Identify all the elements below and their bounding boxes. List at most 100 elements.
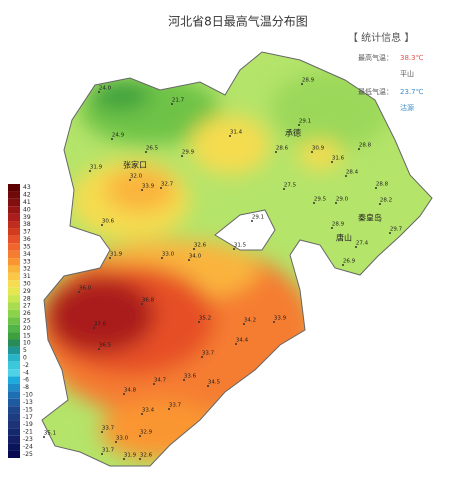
legend-swatch — [8, 235, 20, 244]
station-dot — [109, 257, 111, 259]
station-value: 28.6 — [276, 146, 289, 152]
station-dot — [198, 321, 200, 323]
legend-label: -21 — [23, 429, 33, 436]
legend-swatch — [8, 272, 20, 281]
legend-label: -10 — [23, 392, 33, 399]
legend-label: 20 — [23, 325, 31, 332]
legend-label: 5 — [23, 347, 27, 354]
station-dot — [207, 385, 209, 387]
station-value: 35.2 — [199, 316, 211, 322]
stats-station: 沽源 — [400, 103, 414, 112]
station-dot — [342, 264, 344, 266]
legend-swatch — [8, 346, 20, 355]
legend-label: -13 — [23, 399, 33, 406]
legend-swatch — [8, 450, 20, 458]
station-dot — [331, 227, 333, 229]
legend-swatch — [8, 302, 20, 310]
station-value: 33.7 — [169, 403, 182, 409]
legend-label: 41 — [23, 199, 31, 206]
stats-station: 平山 — [400, 69, 414, 78]
station-dot — [335, 202, 337, 204]
legend-swatch — [8, 420, 20, 429]
station-value: 33.0 — [162, 252, 175, 258]
legend-label: 40 — [23, 206, 31, 213]
legend-label: 28 — [23, 295, 31, 302]
station-dot — [379, 203, 381, 205]
station-value: 34.8 — [124, 388, 137, 394]
legend-label: 26 — [23, 310, 31, 317]
stats-label: 最低气温： — [358, 87, 393, 96]
station-value: 35.1 — [44, 431, 56, 437]
legend-label: 31 — [23, 273, 31, 280]
stats-label: 最高气温： — [358, 53, 393, 62]
station-value: 29.9 — [182, 150, 195, 156]
station-value: 28.8 — [359, 143, 372, 149]
station-dot — [183, 379, 185, 381]
station-dot — [43, 436, 45, 438]
legend-swatch — [8, 184, 20, 192]
station-value: 29.1 — [299, 119, 311, 125]
station-dot — [311, 151, 313, 153]
legend-label: -25 — [23, 451, 33, 458]
beijing-tianjin-gap — [214, 209, 276, 251]
station-value: 31.5 — [234, 243, 247, 249]
legend-swatch — [8, 228, 20, 236]
legend-label: 27 — [23, 303, 31, 310]
station-value: 24.9 — [112, 133, 125, 139]
station-dot — [313, 202, 315, 204]
station-value: 27.4 — [356, 241, 369, 247]
station-value: 24.0 — [99, 86, 112, 92]
station-dot — [101, 453, 103, 455]
legend-label: 37 — [23, 229, 31, 236]
station-value: 21.7 — [172, 98, 185, 104]
station-dot — [298, 124, 300, 126]
legend-label: -15 — [23, 406, 33, 413]
legend-label: 35 — [23, 243, 31, 250]
station-dot — [375, 187, 377, 189]
station-dot — [389, 232, 391, 234]
station-dot — [101, 224, 103, 226]
station-value: 29.5 — [314, 197, 327, 203]
legend-swatch — [8, 428, 20, 436]
legend-swatch — [8, 221, 20, 229]
station-value: 31.6 — [332, 156, 345, 162]
station-value: 33.7 — [202, 351, 215, 357]
legend-swatch — [8, 391, 20, 399]
station-value: 28.4 — [346, 170, 359, 176]
station-value: 32.6 — [194, 243, 207, 249]
legend-label: -17 — [23, 414, 33, 421]
station-value: 36.0 — [79, 286, 92, 292]
city-name: 唐山 — [336, 233, 352, 243]
station-value: 29.7 — [390, 227, 403, 233]
station-dot — [161, 257, 163, 259]
legend-label: 39 — [23, 214, 31, 221]
station-dot — [139, 458, 141, 460]
station-value: 28.9 — [332, 222, 345, 228]
station-dot — [145, 151, 147, 153]
station-dot — [111, 138, 113, 140]
station-dot — [129, 179, 131, 181]
station-dot — [153, 383, 155, 385]
legend-swatch — [8, 361, 20, 370]
legend-swatch — [8, 191, 20, 199]
station-dot — [188, 259, 190, 261]
station-dot — [168, 408, 170, 410]
legend-label: 25 — [23, 318, 31, 325]
station-dot — [233, 248, 235, 250]
legend-swatch — [8, 250, 20, 259]
legend-swatch — [8, 376, 20, 384]
station-dot — [89, 170, 91, 172]
station-value: 31.9 — [90, 165, 103, 171]
legend-label: 30 — [23, 280, 31, 287]
legend-swatch — [8, 198, 20, 207]
station-value: 36.8 — [142, 298, 155, 304]
legend-swatch — [8, 398, 20, 407]
legend-label: -23 — [23, 436, 33, 443]
station-dot — [201, 356, 203, 358]
station-dot — [181, 155, 183, 157]
station-value: 33.0 — [116, 436, 129, 442]
station-dot — [101, 431, 103, 433]
legend-label: 36 — [23, 236, 31, 243]
legend-swatch — [8, 443, 20, 451]
